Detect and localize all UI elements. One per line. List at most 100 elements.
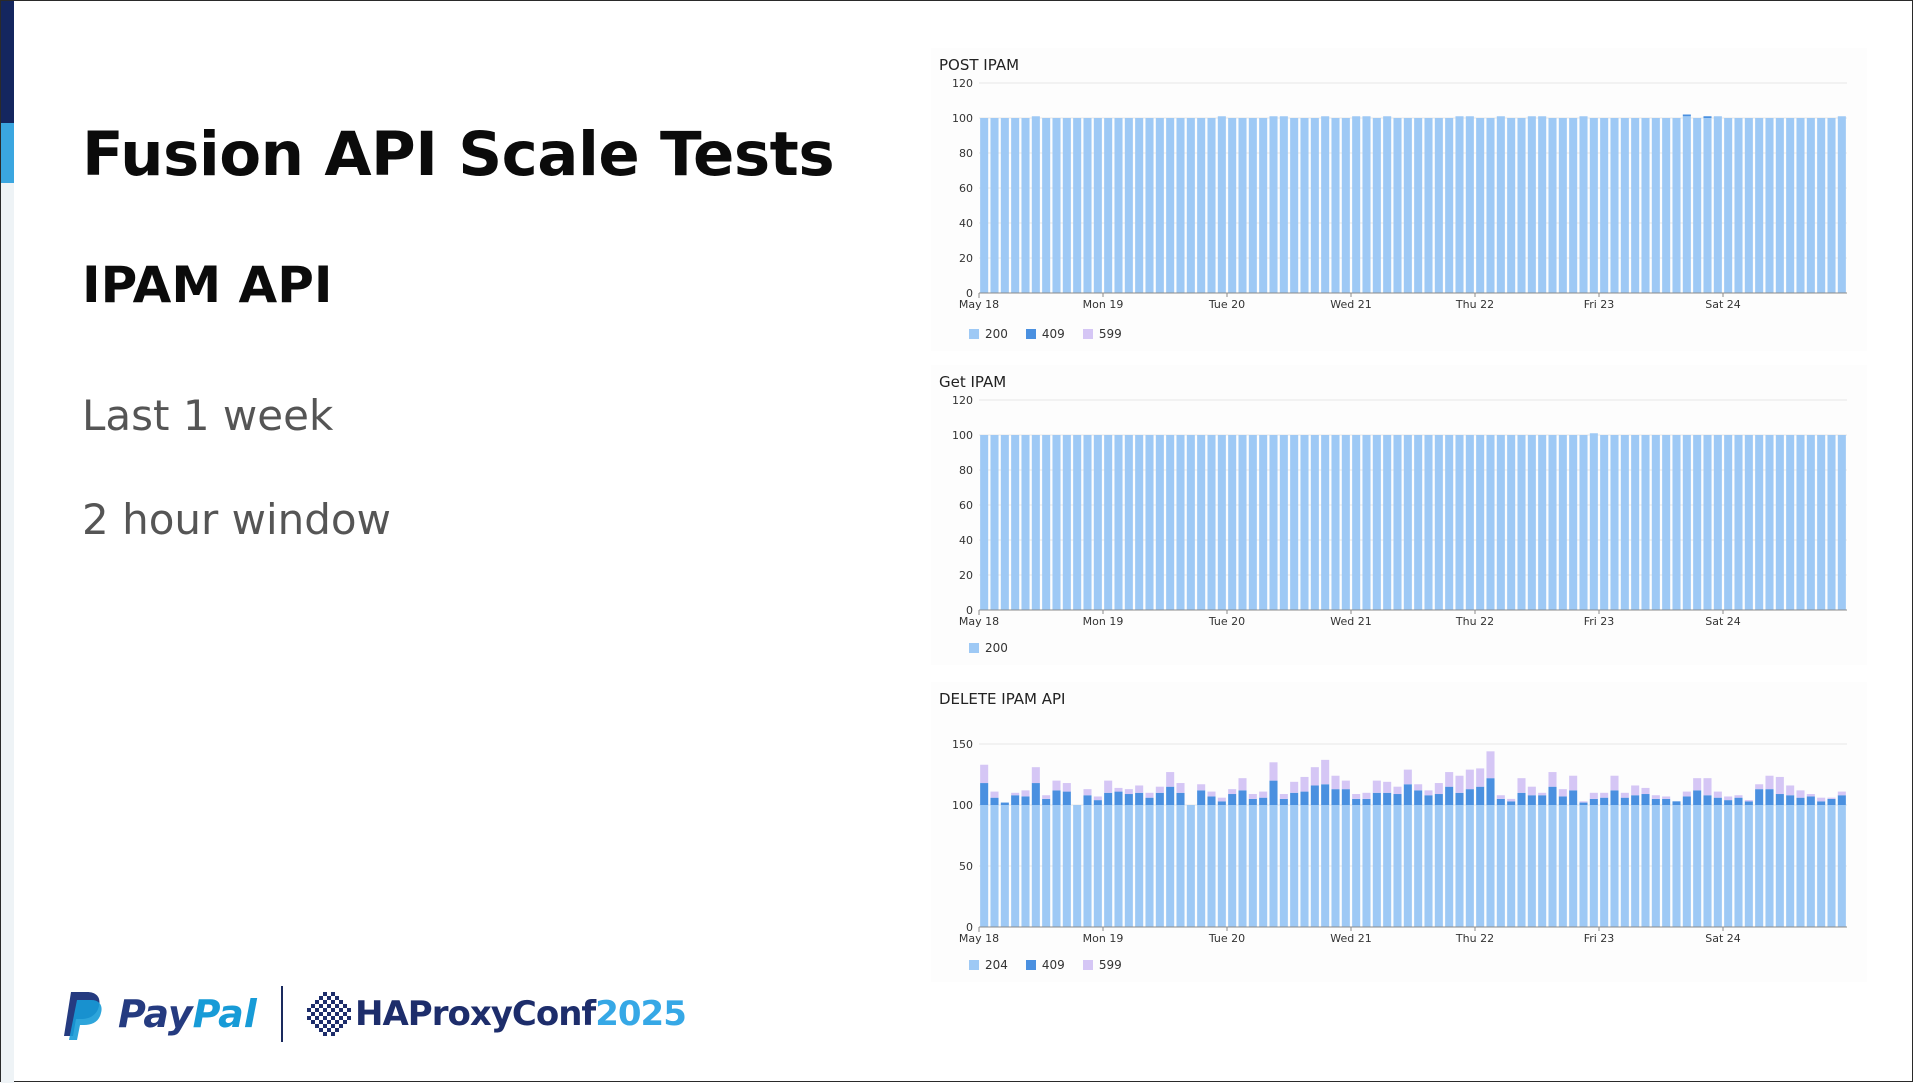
bar-409 xyxy=(1465,789,1474,805)
bar-204 xyxy=(1476,805,1485,927)
bar-204 xyxy=(1269,805,1278,927)
bar-409 xyxy=(1104,792,1113,805)
bar-204 xyxy=(1517,805,1526,927)
bar-204 xyxy=(1031,805,1040,927)
bar-200 xyxy=(1031,116,1040,293)
bar-200 xyxy=(1383,116,1392,293)
bar-200 xyxy=(1610,118,1619,293)
legend-swatch xyxy=(1025,329,1036,339)
bar-204 xyxy=(1796,805,1805,927)
bar-204 xyxy=(1620,805,1629,927)
bar-200 xyxy=(1042,118,1051,293)
bar-409 xyxy=(1000,802,1009,805)
haproxy-globe-cell xyxy=(331,1032,335,1036)
accent-bar-blue xyxy=(1,123,14,183)
legend-label: 204 xyxy=(985,958,1008,972)
haproxy-globe-cell xyxy=(343,1020,347,1024)
bar-200 xyxy=(1713,435,1722,610)
bar-599 xyxy=(1517,778,1526,793)
y-tick-label: 20 xyxy=(959,252,973,265)
bar-599 xyxy=(1434,783,1443,795)
bar-409 xyxy=(1682,114,1691,117)
paypal-wordmark-pay: Pay xyxy=(118,992,193,1036)
bar-204 xyxy=(1073,805,1082,927)
bar-204 xyxy=(1837,805,1846,927)
bar-599 xyxy=(1445,772,1454,787)
bar-200 xyxy=(1073,118,1082,293)
bar-200 xyxy=(1620,118,1629,293)
bar-204 xyxy=(1083,805,1092,927)
bar-200 xyxy=(990,435,999,610)
haproxy-globe-cell xyxy=(327,1004,331,1008)
bar-200 xyxy=(1248,118,1257,293)
haproxy-globe-cell xyxy=(311,1020,315,1024)
bar-409 xyxy=(1383,792,1392,805)
bar-599 xyxy=(1176,783,1185,793)
x-tick-label: Sat 24 xyxy=(1705,615,1741,628)
haproxy-globe-cell xyxy=(339,1016,343,1020)
bar-599 xyxy=(1207,791,1216,797)
bar-200 xyxy=(1228,118,1237,293)
bar-599 xyxy=(1124,789,1133,795)
bar-200 xyxy=(1445,435,1454,610)
bar-409 xyxy=(1538,795,1547,805)
bar-599 xyxy=(1589,792,1598,799)
bar-204 xyxy=(1145,805,1154,927)
bar-200 xyxy=(1672,118,1681,293)
bar-200 xyxy=(1631,118,1640,293)
bar-200 xyxy=(1124,118,1133,293)
bar-204 xyxy=(1817,805,1826,927)
bar-200 xyxy=(1703,118,1712,293)
bar-409 xyxy=(1775,794,1784,805)
bar-200 xyxy=(1693,435,1702,610)
bar-204 xyxy=(1352,805,1361,927)
bar-200 xyxy=(1135,118,1144,293)
bar-409 xyxy=(1217,801,1226,805)
bar-599 xyxy=(1393,786,1402,795)
bar-204 xyxy=(1486,805,1495,927)
bar-409 xyxy=(1166,786,1175,805)
bar-200 xyxy=(1104,118,1113,293)
get-ipam-legend: 200 xyxy=(969,641,1008,655)
bar-200 xyxy=(1465,116,1474,293)
bar-409 xyxy=(1620,797,1629,805)
bar-200 xyxy=(1414,435,1423,610)
bar-409 xyxy=(1507,801,1516,805)
bar-409 xyxy=(1641,794,1650,805)
y-tick-label: 0 xyxy=(966,287,973,300)
bar-599 xyxy=(1713,791,1722,798)
y-tick-label: 50 xyxy=(959,860,973,873)
y-tick-label: 100 xyxy=(952,112,973,125)
bar-599 xyxy=(1558,789,1567,797)
y-tick-label: 40 xyxy=(959,217,973,230)
bar-599 xyxy=(1042,795,1051,799)
bar-204 xyxy=(1662,805,1671,927)
bar-200 xyxy=(1651,118,1660,293)
bar-204 xyxy=(1011,805,1020,927)
bar-409 xyxy=(1124,794,1133,805)
bar-200 xyxy=(1796,118,1805,293)
haproxy-globe-cell xyxy=(319,1012,323,1016)
bar-409 xyxy=(1414,790,1423,805)
bar-200 xyxy=(1682,116,1691,293)
post-ipam-chart-title: POST IPAM xyxy=(939,56,1020,74)
bar-200 xyxy=(1176,435,1185,610)
bar-204 xyxy=(1641,805,1650,927)
bar-409 xyxy=(1197,790,1206,805)
x-tick-label: Thu 22 xyxy=(1455,932,1494,945)
bar-204 xyxy=(1135,805,1144,927)
bar-204 xyxy=(1383,805,1392,927)
bar-409 xyxy=(1527,795,1536,805)
bar-204 xyxy=(1176,805,1185,927)
bar-200 xyxy=(1527,435,1536,610)
bar-200 xyxy=(1476,435,1485,610)
y-tick-label: 100 xyxy=(952,429,973,442)
bar-204 xyxy=(1538,805,1547,927)
bar-200 xyxy=(1744,118,1753,293)
bar-599 xyxy=(1155,786,1164,793)
accent-bar-navy xyxy=(1,1,14,123)
bar-200 xyxy=(1114,118,1123,293)
bar-200 xyxy=(1021,435,1030,610)
bar-409 xyxy=(1765,789,1774,805)
bar-599 xyxy=(1403,769,1412,785)
